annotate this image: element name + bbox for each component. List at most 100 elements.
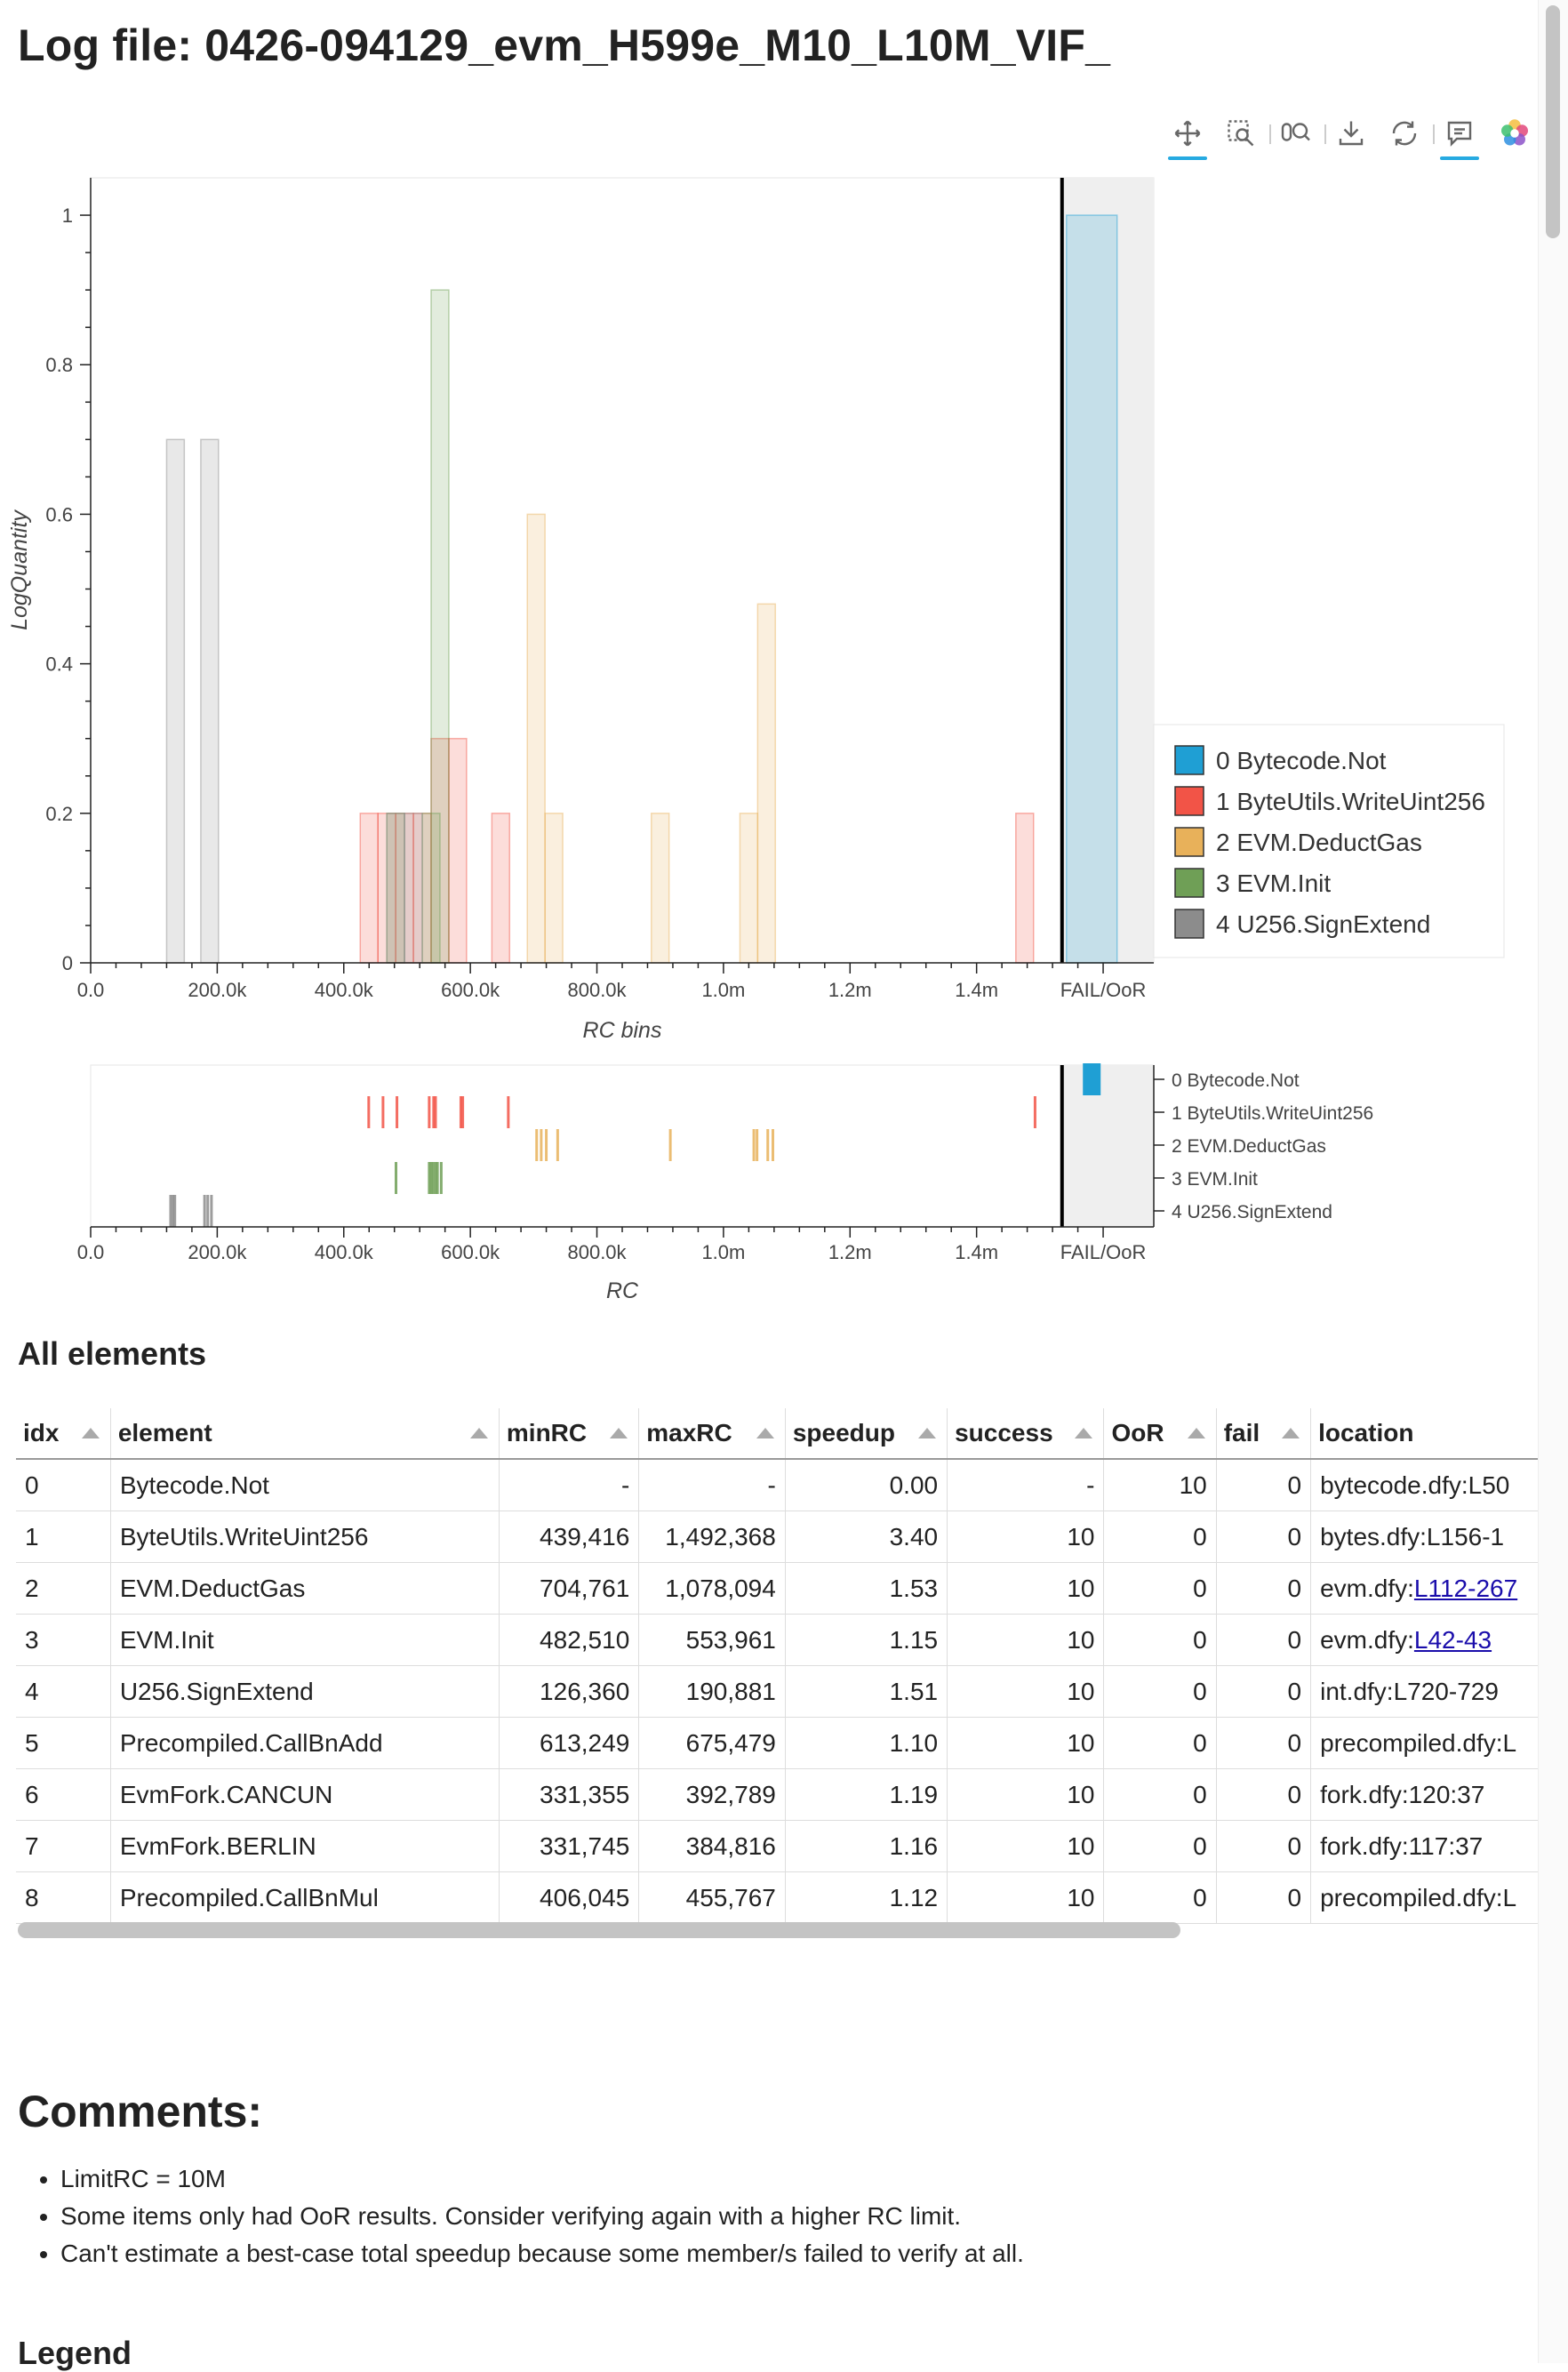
y-axis-title: LogQuantity	[7, 509, 32, 630]
table-cell-maxrc: 1,078,094	[638, 1562, 786, 1615]
table-cell-fail: 0	[1216, 1871, 1312, 1924]
table-cell-oor: 0	[1103, 1614, 1217, 1666]
legend-entry: 4 U256.SignExtend	[1216, 910, 1430, 938]
location-link[interactable]: L112-267	[1413, 1574, 1518, 1602]
column-header-idx[interactable]: idx	[16, 1408, 111, 1460]
sort-arrow-icon[interactable]	[756, 1428, 774, 1438]
legend-entry: 0 Bytecode.Not	[1216, 747, 1387, 774]
column-header-fail[interactable]: fail	[1216, 1408, 1312, 1460]
location-text: fork.dfy:117:37	[1320, 1831, 1484, 1860]
table-cell-fail: 0	[1216, 1717, 1312, 1769]
table-cell-oor: 0	[1103, 1717, 1217, 1769]
reset-icon[interactable]	[1381, 110, 1428, 156]
sort-arrow-icon[interactable]	[81, 1428, 100, 1438]
table-row[interactable]: 8 Precompiled.CallBnMul 406,045 455,767 1.12…	[16, 1871, 1541, 1924]
sort-arrow-icon[interactable]	[469, 1428, 488, 1438]
column-header-success[interactable]: success	[947, 1408, 1105, 1460]
category-tick-label: 4 U256.SignExtend	[1172, 1202, 1332, 1222]
table-row[interactable]: 7 EvmFork.BERLIN 331,745 384,816 1.16 10 0 0 for…	[16, 1820, 1541, 1872]
pan-tool-icon[interactable]	[1164, 110, 1211, 160]
category-tick-label: 2 EVM.DeductGas	[1172, 1136, 1326, 1157]
sort-arrow-icon[interactable]	[1282, 1428, 1300, 1438]
wheel-zoom-icon[interactable]	[1273, 110, 1319, 156]
bokeh-logo-icon[interactable]	[1492, 110, 1538, 156]
table-cell-minrc: 331,355	[499, 1768, 640, 1821]
location-link[interactable]: L42-43	[1413, 1625, 1492, 1654]
table-cell-element: ByteUtils.WriteUint256	[110, 1511, 500, 1563]
location-text: bytecode.dfy:L50	[1320, 1470, 1510, 1499]
table-cell-speedup: 0.00	[785, 1459, 948, 1511]
comment-item: Some items only had OoR results. Conside…	[60, 2198, 1024, 2235]
box-zoom-icon[interactable]	[1218, 110, 1264, 156]
location-text: fork.dfy:120:37	[1320, 1780, 1485, 1808]
rc-strip-chart[interactable]: 0 Bytecode.Not 1 ByteUtils.WriteUint256 2 …	[0, 0, 1511, 1334]
all-elements-heading: All elements	[18, 1335, 207, 1372]
table-horizontal-scrollbar[interactable]	[18, 1922, 1180, 1938]
category-tick-label: 0 Bytecode.Not	[1172, 1070, 1300, 1091]
column-header-location[interactable]: location	[1310, 1408, 1541, 1460]
table-cell-speedup: 1.16	[785, 1820, 948, 1872]
table-cell-element: EvmFork.BERLIN	[110, 1820, 500, 1872]
table-header-row: idx element minRC maxRC speedup success …	[16, 1408, 1541, 1460]
table-cell-maxrc: 190,881	[638, 1665, 786, 1718]
sort-arrow-icon[interactable]	[1187, 1428, 1205, 1438]
table-cell-element: EVM.DeductGas	[110, 1562, 500, 1615]
table-cell-maxrc: 455,767	[638, 1871, 786, 1924]
sort-arrow-icon[interactable]	[610, 1428, 628, 1438]
table-row[interactable]: 4 U256.SignExtend 126,360 190,881 1.51 10 0 0 in…	[16, 1665, 1541, 1718]
table-cell-fail: 0	[1216, 1665, 1312, 1718]
fail-region	[1061, 1065, 1154, 1227]
legend-entry: 3 EVM.Init	[1216, 869, 1331, 897]
comment-item: Can't estimate a best-case total speedup…	[60, 2235, 1024, 2272]
elements-table-container[interactable]: idx element minRC maxRC speedup success …	[16, 1408, 1541, 1945]
table-cell-maxrc: -	[638, 1459, 786, 1511]
x-tick-label: 800.0k	[567, 979, 627, 1001]
table-cell-idx: 7	[16, 1820, 111, 1872]
table-cell-minrc: 482,510	[499, 1614, 640, 1666]
table-cell-fail: 0	[1216, 1459, 1312, 1511]
page-vertical-scrollbar-track[interactable]	[1538, 0, 1568, 2363]
column-header-element[interactable]: element	[110, 1408, 500, 1460]
column-header-oor[interactable]: OoR	[1103, 1408, 1217, 1460]
table-cell-fail: 0	[1216, 1820, 1312, 1872]
table-row[interactable]: 5 Precompiled.CallBnAdd 613,249 675,479 1.10…	[16, 1717, 1541, 1769]
save-icon[interactable]	[1328, 110, 1374, 156]
table-cell-success: 10	[947, 1820, 1105, 1872]
table-cell-success: 10	[947, 1665, 1105, 1718]
table-cell-idx: 5	[16, 1717, 111, 1769]
table-cell-success: -	[947, 1459, 1105, 1511]
x-tick-label: 600.0k	[441, 979, 500, 1001]
fail-region	[1061, 178, 1154, 963]
table-cell-oor: 0	[1103, 1768, 1217, 1821]
histogram-chart[interactable]: 0 0.2 0.4 0.6 0.8 1 LogQuantity 0.0 200.0k 400.0k…	[0, 0, 1511, 1067]
column-header-minrc[interactable]: minRC	[499, 1408, 640, 1460]
legend-swatch	[1174, 909, 1204, 939]
column-header-speedup[interactable]: speedup	[785, 1408, 948, 1460]
table-cell-element: Precompiled.CallBnMul	[110, 1871, 500, 1924]
comments-heading: Comments:	[18, 2087, 263, 2136]
table-row[interactable]: 2 EVM.DeductGas 704,761 1,078,094 1.53 10 0 0 ev…	[16, 1562, 1541, 1615]
comment-item: LimitRC = 10M	[60, 2160, 1024, 2198]
chart-toolbar	[1164, 110, 1547, 160]
sort-arrow-icon[interactable]	[918, 1428, 937, 1438]
table-cell-speedup: 1.10	[785, 1717, 948, 1769]
fail-marker	[1083, 1063, 1101, 1095]
table-cell-idx: 4	[16, 1665, 111, 1718]
x-tick-label: 600.0k	[441, 1241, 500, 1263]
table-cell-minrc: 406,045	[499, 1871, 640, 1924]
table-row[interactable]: 1 ByteUtils.WriteUint256 439,416 1,492,368 3…	[16, 1511, 1541, 1563]
hover-tool-icon[interactable]	[1436, 110, 1483, 160]
x-axis-title: RC	[606, 1278, 639, 1303]
sort-arrow-icon[interactable]	[1075, 1428, 1093, 1438]
x-tick-label: 1.4m	[955, 1241, 998, 1263]
y-tick-label: 0.6	[45, 503, 73, 525]
elements-table: idx element minRC maxRC speedup success …	[16, 1408, 1541, 1924]
table-row[interactable]: 6 EvmFork.CANCUN 331,355 392,789 1.19 10 0 0 for…	[16, 1768, 1541, 1821]
table-row[interactable]: 3 EVM.Init 482,510 553,961 1.15 10 0 0 evm.dfy:L…	[16, 1614, 1541, 1666]
table-cell-maxrc: 384,816	[638, 1820, 786, 1872]
column-header-maxrc[interactable]: maxRC	[638, 1408, 786, 1460]
table-row[interactable]: 0 Bytecode.Not - -0.00-10 0 bytecode.dfy:L50	[16, 1459, 1541, 1511]
x-tick-label: 200.0k	[188, 1241, 247, 1263]
y-tick-label: 0.8	[45, 354, 73, 376]
page-vertical-scrollbar-thumb[interactable]	[1546, 5, 1560, 238]
